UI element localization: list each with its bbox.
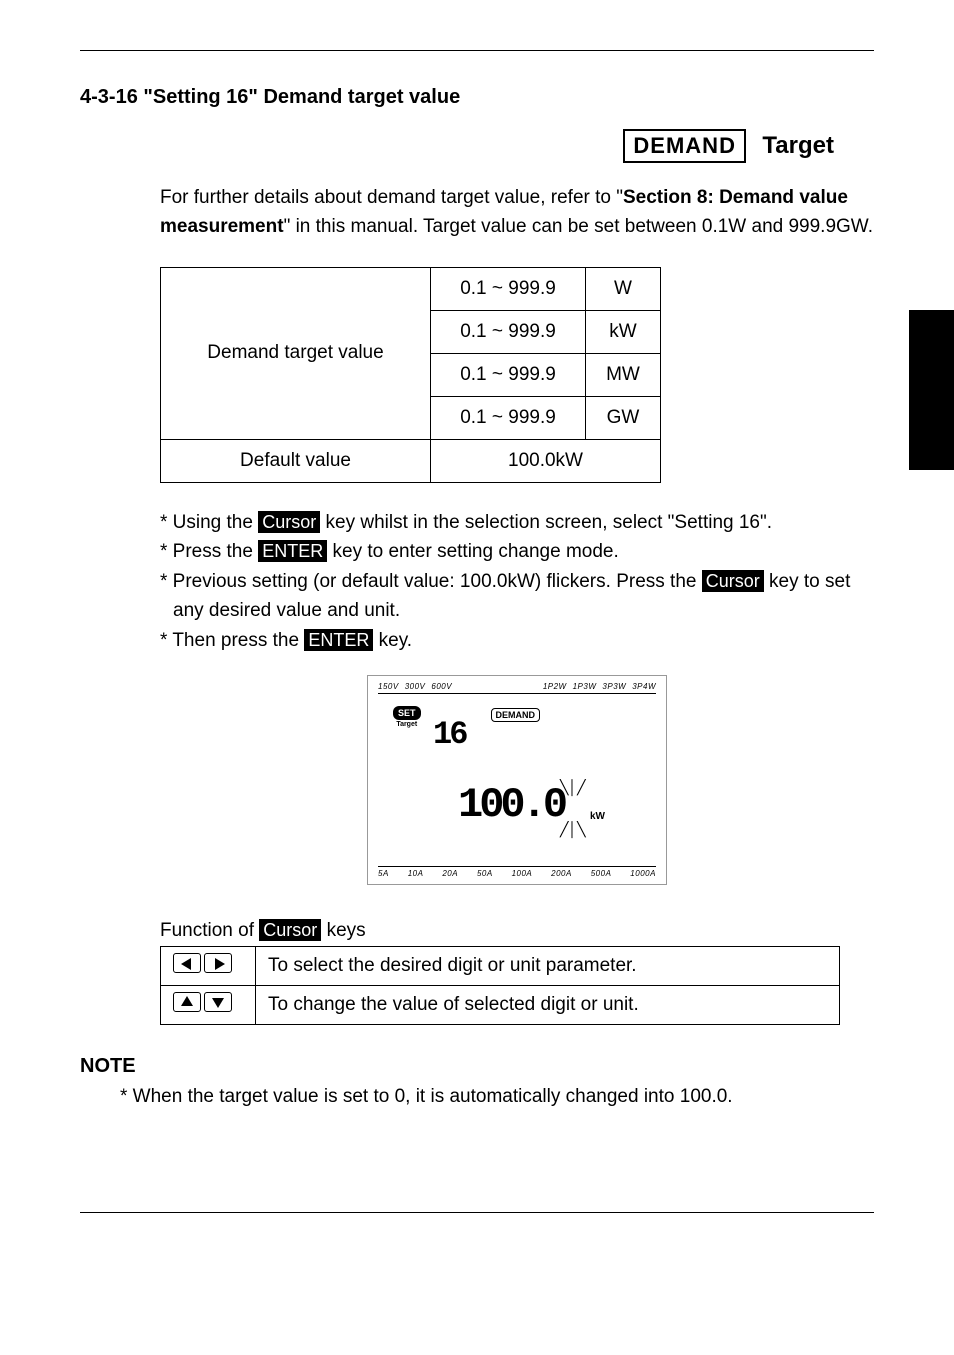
lcd-wiring-scale: 1P2W 1P3W 3P3W 3P4W xyxy=(543,682,656,691)
default-value-cell: 100.0kW xyxy=(431,439,661,482)
cursor-key-label-3: Cursor xyxy=(259,919,321,941)
step4-b: key. xyxy=(373,630,412,651)
step-2: * Press the ENTER key to enter setting c… xyxy=(160,537,874,566)
enter-key-label: ENTER xyxy=(258,540,327,562)
lcd-display: 150V 300V 600V 1P2W 1P3W 3P3W 3P4W SET T… xyxy=(367,675,667,885)
cursor-row1-desc: To select the desired digit or unit para… xyxy=(256,947,840,986)
section-heading: 4-3-16 "Setting 16" Demand target value xyxy=(80,86,874,109)
step3-a: * Previous setting (or default value: 10… xyxy=(160,571,702,592)
demand-badge: DEMAND xyxy=(623,129,746,163)
lcd-w2: 3P3W xyxy=(602,682,626,691)
cursor-func-a: Function of xyxy=(160,920,259,941)
bottom-divider xyxy=(80,1212,874,1213)
cursor-keys-table: To select the desired digit or unit para… xyxy=(160,946,840,1025)
target-label: Target xyxy=(762,132,834,159)
up-down-icons-cell xyxy=(161,986,256,1025)
unit-cell-2: MW xyxy=(586,353,661,396)
arrow-up-icon xyxy=(173,992,201,1012)
lcd-w1: 1P3W xyxy=(573,682,597,691)
step-1: * Using the Cursor key whilst in the sel… xyxy=(160,508,874,537)
target-value-table: Demand target value 0.1 ~ 999.9 W 0.1 ~ … xyxy=(160,267,661,483)
instruction-steps: * Using the Cursor key whilst in the sel… xyxy=(160,508,874,655)
step1-a: * Using the xyxy=(160,512,258,533)
intro-paragraph: For further details about demand target … xyxy=(160,183,874,242)
lcd-a4: 100A xyxy=(512,869,533,878)
lcd-a2: 20A xyxy=(442,869,458,878)
lcd-v1: 300V xyxy=(405,682,426,691)
range-cell-0: 0.1 ~ 999.9 xyxy=(431,267,586,310)
lcd-voltage-scale: 150V 300V 600V xyxy=(378,682,452,691)
lcd-a1: 10A xyxy=(408,869,424,878)
lcd-w3: 3P4W xyxy=(632,682,656,691)
lcd-w0: 1P2W xyxy=(543,682,567,691)
target-label-cell: Demand target value xyxy=(161,267,431,439)
lcd-target-small: Target xyxy=(393,721,421,728)
arrow-left-icon xyxy=(173,953,201,973)
top-divider xyxy=(80,50,874,51)
intro-part2: " in this manual. Target value can be se… xyxy=(284,216,873,237)
lcd-v2: 600V xyxy=(431,682,452,691)
lcd-v0: 150V xyxy=(378,682,399,691)
note-body: * When the target value is set to 0, it … xyxy=(120,1083,874,1112)
demand-badge-row: DEMAND Target xyxy=(80,129,874,163)
lcd-a6: 500A xyxy=(591,869,612,878)
intro-part1: For further details about demand target … xyxy=(160,187,623,208)
lcd-demand-badge: DEMAND xyxy=(491,708,541,722)
lcd-a3: 50A xyxy=(477,869,493,878)
lcd-top-scale: 150V 300V 600V 1P2W 1P3W 3P3W 3P4W xyxy=(378,682,656,694)
lcd-set-row: SET Target DEMAND xyxy=(393,706,540,728)
range-cell-1: 0.1 ~ 999.9 xyxy=(431,310,586,353)
unit-cell-3: GW xyxy=(586,396,661,439)
lcd-setting-number: 16 xyxy=(433,716,465,753)
lcd-set-group: SET Target xyxy=(393,706,421,728)
step-3: * Previous setting (or default value: 10… xyxy=(160,567,874,626)
range-cell-3: 0.1 ~ 999.9 xyxy=(431,396,586,439)
lcd-a7: 1000A xyxy=(630,869,656,878)
left-right-icons-cell xyxy=(161,947,256,986)
lcd-set-badge: SET xyxy=(393,706,421,720)
lcd-value: 100.0 xyxy=(458,781,564,829)
lcd-current-scale: 5A 10A 20A 50A 100A 200A 500A 1000A xyxy=(378,866,656,878)
lcd-a5: 200A xyxy=(551,869,572,878)
cursor-function-label: Function of Cursor keys xyxy=(160,920,874,942)
cursor-row2-desc: To change the value of selected digit or… xyxy=(256,986,840,1025)
unit-cell-1: kW xyxy=(586,310,661,353)
lcd-unit: kW xyxy=(590,811,605,822)
step4-a: * Then press the xyxy=(160,630,304,651)
cursor-key-label: Cursor xyxy=(258,511,320,533)
arrow-down-icon xyxy=(204,992,232,1012)
lcd-a0: 5A xyxy=(378,869,389,878)
arrow-right-icon xyxy=(204,953,232,973)
enter-key-label-2: ENTER xyxy=(304,629,373,651)
lcd-flicker-bottom-icon: ╱│╲ xyxy=(560,821,586,838)
unit-cell-0: W xyxy=(586,267,661,310)
note-heading: NOTE xyxy=(80,1055,874,1078)
step1-b: key whilst in the selection screen, sele… xyxy=(320,512,772,533)
cursor-func-b: keys xyxy=(321,920,365,941)
lcd-screenshot-container: 150V 300V 600V 1P2W 1P3W 3P3W 3P4W SET T… xyxy=(160,675,874,890)
step2-b: key to enter setting change mode. xyxy=(327,541,619,562)
step2-a: * Press the xyxy=(160,541,258,562)
step-4: * Then press the ENTER key. xyxy=(160,626,874,655)
cursor-key-label-2: Cursor xyxy=(702,570,764,592)
default-label-cell: Default value xyxy=(161,439,431,482)
side-tab xyxy=(909,310,954,470)
range-cell-2: 0.1 ~ 999.9 xyxy=(431,353,586,396)
